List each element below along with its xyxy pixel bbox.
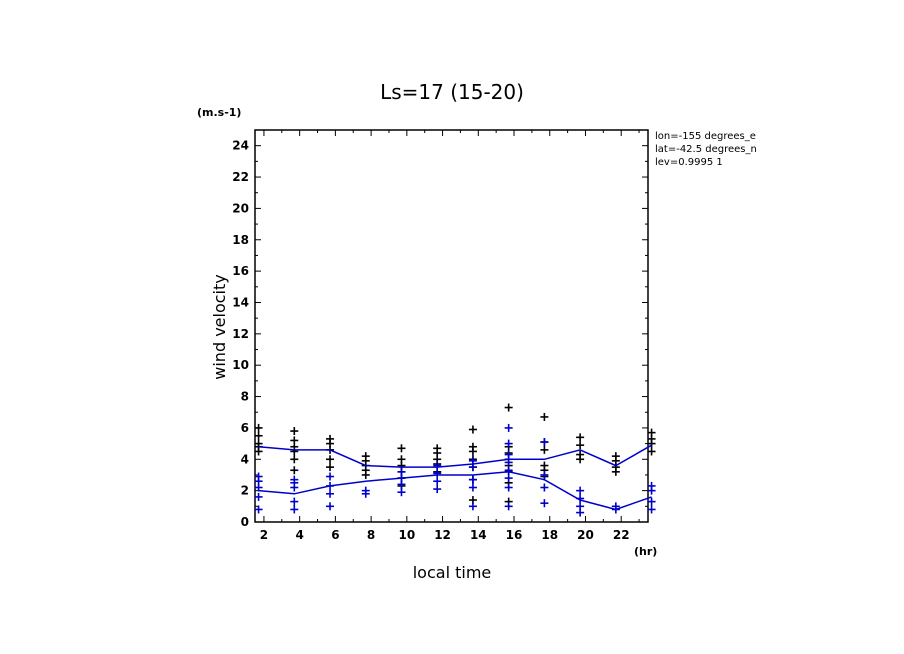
data-point-marker bbox=[647, 428, 656, 437]
series-line-3 bbox=[258, 471, 652, 511]
data-point-marker bbox=[290, 436, 299, 445]
data-point-marker bbox=[254, 472, 263, 481]
plot-frame bbox=[254, 129, 649, 523]
data-point-marker bbox=[326, 472, 335, 481]
y-tick-label: 0 bbox=[241, 515, 249, 529]
y-axis-title: wind velocity bbox=[210, 274, 229, 379]
annotation-lat: lat=-42.5 degrees_n bbox=[655, 144, 757, 155]
data-point-marker bbox=[433, 469, 442, 478]
data-point-marker bbox=[504, 423, 513, 432]
data-point-marker bbox=[504, 466, 513, 475]
data-point-marker bbox=[540, 461, 549, 470]
x-tick-label: 4 bbox=[295, 528, 303, 542]
y-tick-label: 10 bbox=[232, 358, 249, 372]
data-point-marker bbox=[326, 502, 335, 511]
data-point-marker bbox=[326, 455, 335, 464]
y-tick-label: 16 bbox=[232, 264, 249, 278]
y-tick-label: 4 bbox=[241, 452, 249, 466]
data-point-marker bbox=[326, 463, 335, 472]
x-axis-title: local time bbox=[413, 563, 492, 582]
data-point-marker bbox=[254, 492, 263, 501]
data-point-marker bbox=[504, 483, 513, 492]
data-point-marker bbox=[540, 483, 549, 492]
data-point-marker bbox=[576, 441, 585, 450]
data-point-marker bbox=[397, 467, 406, 476]
data-point-marker bbox=[326, 434, 335, 443]
data-point-marker bbox=[290, 475, 299, 484]
data-point-marker bbox=[361, 452, 370, 461]
data-point-marker bbox=[468, 425, 477, 434]
series-layer bbox=[254, 403, 656, 517]
data-point-marker bbox=[433, 444, 442, 453]
annotation-lon: lon=-155 degrees_e bbox=[655, 131, 756, 142]
x-tick-label: 22 bbox=[613, 528, 630, 542]
data-point-marker bbox=[397, 455, 406, 464]
x-tick-label: 16 bbox=[506, 528, 523, 542]
data-point-marker bbox=[290, 505, 299, 514]
data-point-marker bbox=[254, 423, 263, 432]
data-point-marker bbox=[290, 455, 299, 464]
y-tick-label: 24 bbox=[232, 139, 249, 153]
series-line-2 bbox=[258, 444, 652, 468]
data-point-marker bbox=[647, 447, 656, 456]
data-point-marker bbox=[576, 433, 585, 442]
y-tick-label: 14 bbox=[232, 295, 249, 309]
data-point-marker bbox=[397, 488, 406, 497]
data-point-marker bbox=[540, 412, 549, 421]
data-point-marker bbox=[647, 497, 656, 506]
data-point-marker bbox=[540, 438, 549, 447]
x-tick-label: 8 bbox=[367, 528, 375, 542]
y-tick-label: 12 bbox=[232, 327, 249, 341]
data-point-marker bbox=[397, 444, 406, 453]
data-point-marker bbox=[290, 466, 299, 475]
y-tick-label: 20 bbox=[232, 201, 249, 215]
data-point-marker bbox=[468, 442, 477, 451]
annotation-lev: lev=0.9995 1 bbox=[655, 157, 723, 168]
data-point-marker bbox=[576, 450, 585, 459]
x-unit-label: (hr) bbox=[634, 545, 657, 558]
x-tick-label: 12 bbox=[434, 528, 451, 542]
data-point-marker bbox=[540, 445, 549, 454]
y-tick-label: 22 bbox=[232, 170, 249, 184]
data-point-marker bbox=[254, 431, 263, 440]
data-point-marker bbox=[290, 497, 299, 506]
y-tick-label: 6 bbox=[241, 421, 249, 435]
data-point-marker bbox=[254, 505, 263, 514]
data-point-marker bbox=[468, 502, 477, 511]
x-tick-label: 18 bbox=[541, 528, 558, 542]
data-point-marker bbox=[504, 439, 513, 448]
data-point-marker bbox=[540, 470, 549, 479]
x-tick-label: 6 bbox=[331, 528, 339, 542]
chart-title: Ls=17 (15-20) bbox=[380, 80, 524, 104]
data-point-marker bbox=[504, 502, 513, 511]
data-point-marker bbox=[647, 481, 656, 490]
y-unit-label: (m.s-1) bbox=[197, 106, 241, 119]
x-tick-label: 2 bbox=[260, 528, 268, 542]
data-point-marker bbox=[576, 502, 585, 511]
data-point-marker bbox=[504, 450, 513, 459]
data-point-marker bbox=[468, 483, 477, 492]
x-tick-label: 10 bbox=[398, 528, 415, 542]
data-point-marker bbox=[647, 505, 656, 514]
y-tick-label: 18 bbox=[232, 233, 249, 247]
x-tick-label: 14 bbox=[470, 528, 487, 542]
data-point-marker bbox=[290, 427, 299, 436]
data-point-marker bbox=[433, 461, 442, 470]
data-point-marker bbox=[254, 439, 263, 448]
data-point-marker bbox=[576, 486, 585, 495]
y-tick-label: 8 bbox=[241, 390, 249, 404]
data-point-marker bbox=[468, 475, 477, 484]
y-tick-label: 2 bbox=[241, 484, 249, 498]
data-point-marker bbox=[504, 474, 513, 483]
data-point-marker bbox=[433, 477, 442, 486]
data-point-marker bbox=[611, 452, 620, 461]
data-point-marker bbox=[540, 499, 549, 508]
data-point-marker bbox=[326, 489, 335, 498]
data-point-marker bbox=[361, 486, 370, 495]
data-point-marker bbox=[504, 403, 513, 412]
data-point-marker bbox=[433, 485, 442, 494]
x-tick-label: 20 bbox=[577, 528, 594, 542]
